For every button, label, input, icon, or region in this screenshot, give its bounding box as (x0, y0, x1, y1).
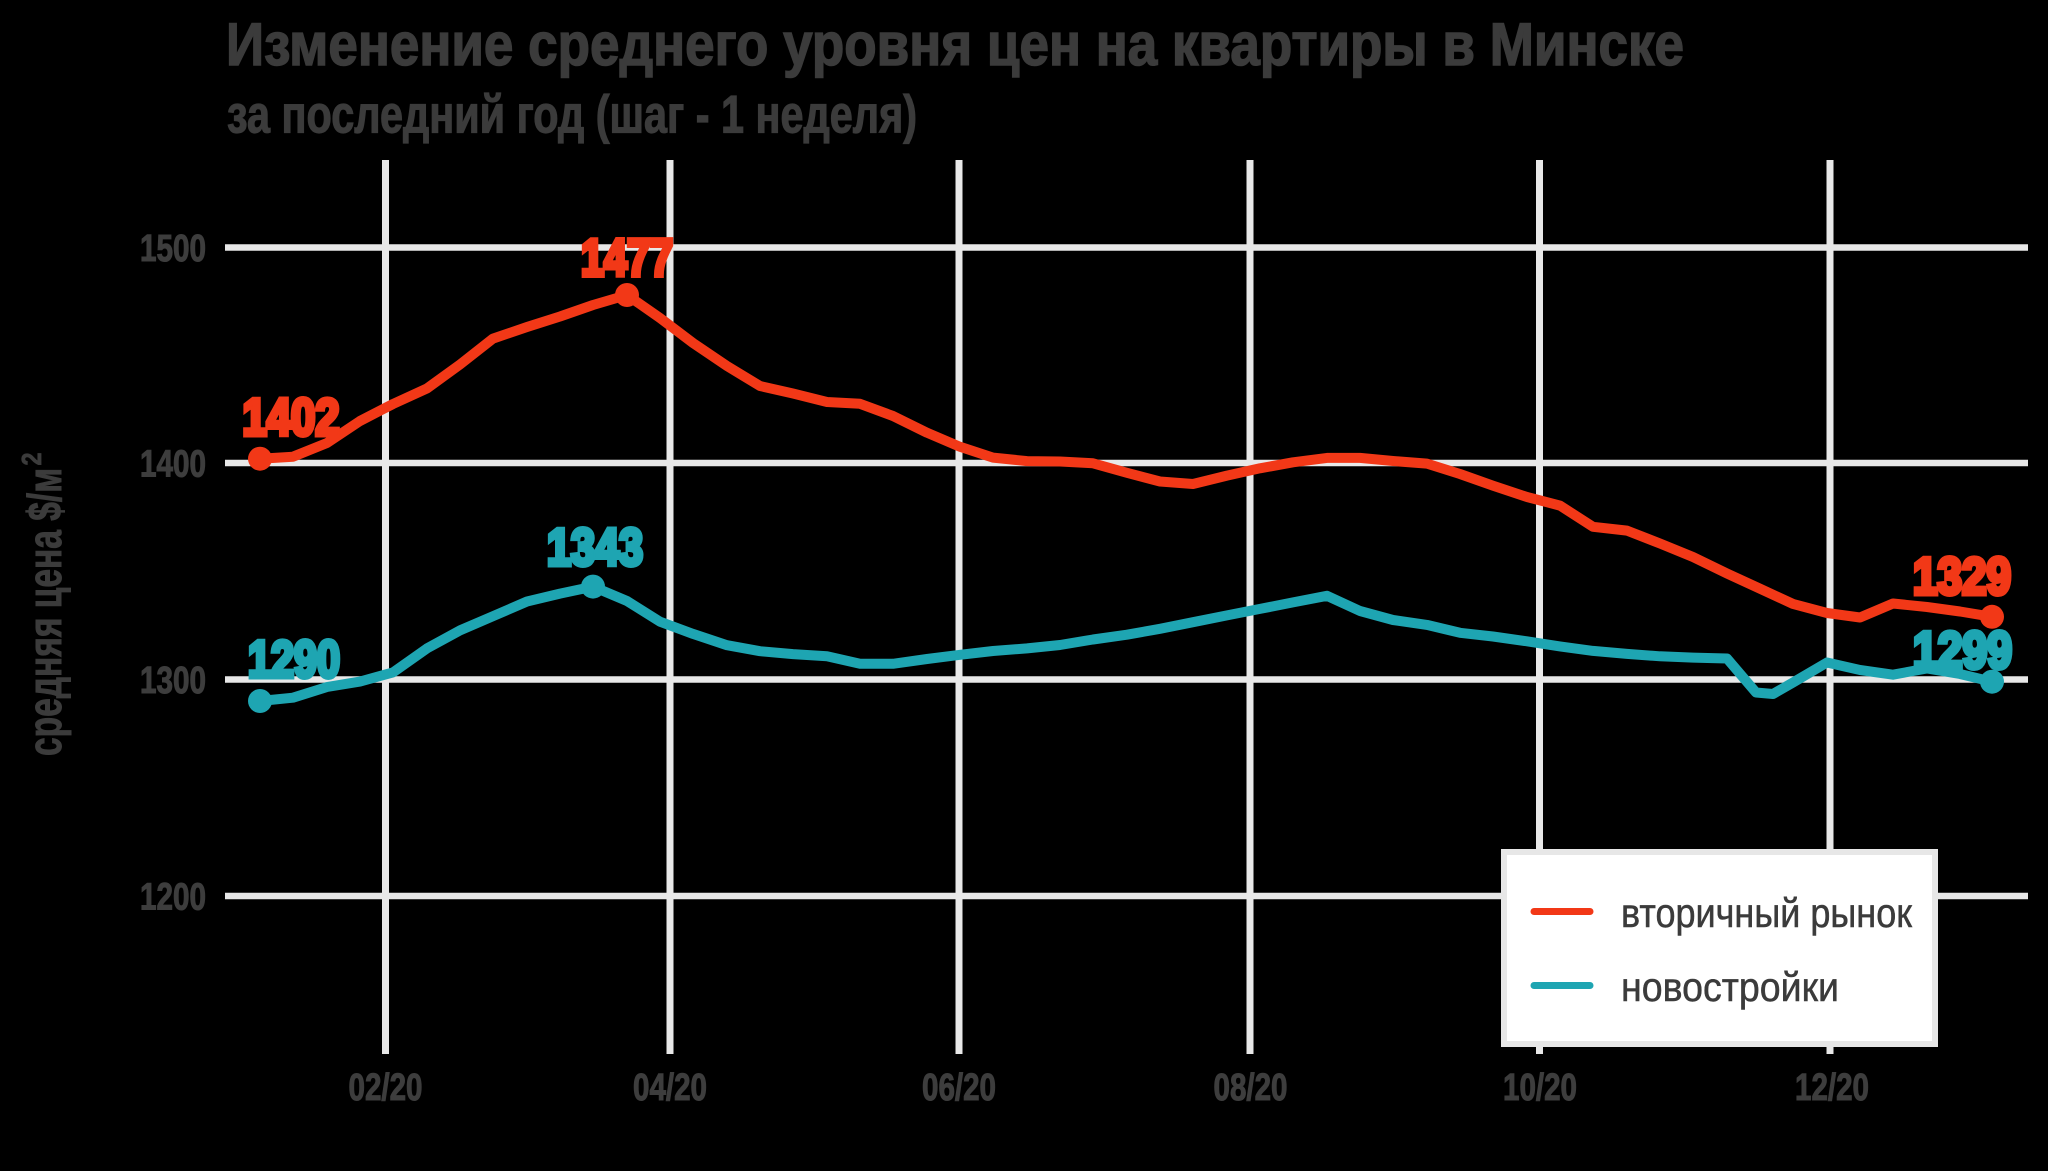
svg-text:новостройки: новостройки (1621, 964, 1839, 1010)
svg-text:1200: 1200 (140, 877, 206, 919)
svg-text:1477: 1477 (581, 230, 673, 288)
svg-text:1290: 1290 (248, 631, 340, 689)
svg-text:02/20: 02/20 (349, 1067, 423, 1109)
svg-text:средняя цена $/м: средняя цена $/м (18, 468, 71, 756)
svg-text:1400: 1400 (140, 444, 206, 486)
svg-text:вторичный рынок: вторичный рынок (1621, 890, 1913, 936)
svg-text:10/20: 10/20 (1503, 1067, 1577, 1109)
svg-text:06/20: 06/20 (922, 1067, 996, 1109)
svg-text:12/20: 12/20 (1795, 1067, 1869, 1109)
svg-text:08/20: 08/20 (1214, 1067, 1288, 1109)
svg-text:04/20: 04/20 (633, 1067, 707, 1109)
svg-text:1300: 1300 (140, 660, 206, 702)
svg-text:1500: 1500 (140, 228, 206, 270)
svg-text:Изменение среднего уровня цен: Изменение среднего уровня цен на квартир… (226, 11, 1684, 78)
svg-text:1402: 1402 (243, 389, 340, 447)
svg-text:1299: 1299 (1913, 622, 2012, 680)
svg-text:1329: 1329 (1913, 548, 2011, 606)
svg-text:2: 2 (16, 453, 47, 466)
svg-text:за последний год (шаг - 1 неде: за последний год (шаг - 1 неделя) (227, 85, 917, 144)
svg-text:1343: 1343 (547, 519, 643, 577)
